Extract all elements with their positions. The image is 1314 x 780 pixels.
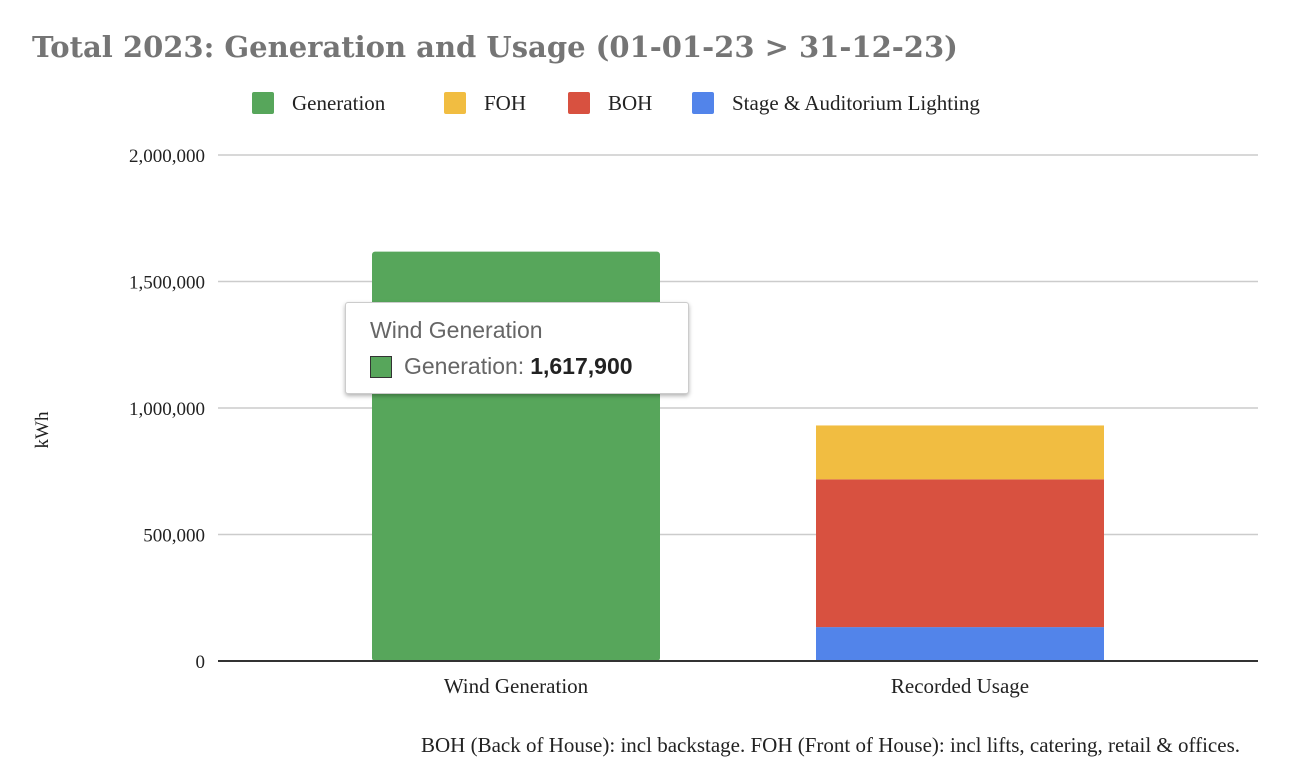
y-tick-label: 1,000,000 [129, 399, 205, 420]
bar-boh [816, 479, 1104, 628]
bar-foh [816, 425, 1104, 480]
legend-swatch [692, 92, 714, 114]
y-tick-label: 500,000 [143, 526, 205, 547]
legend-label: FOH [484, 91, 526, 115]
legend-label: Generation [292, 91, 386, 115]
y-tick-label: 0 [196, 652, 206, 673]
tooltip-series: Generation: [404, 353, 525, 379]
tooltip-title: Wind Generation [370, 317, 543, 343]
bar-stage-auditorium-lighting [816, 627, 1104, 661]
legend-swatch [444, 92, 466, 114]
y-tick-label: 2,000,000 [129, 146, 205, 167]
legend-swatch [568, 92, 590, 114]
legend-label: BOH [608, 91, 652, 115]
footnote: BOH (Back of House): incl backstage. FOH… [421, 733, 1240, 757]
y-axis-label: kWh [32, 411, 53, 448]
tooltip-row: Generation: 1,617,900 [370, 353, 633, 380]
tooltip-swatch [370, 355, 392, 378]
tooltip-value: 1,617,900 [530, 353, 633, 379]
y-tick-label: 1,500,000 [129, 273, 205, 294]
legend-swatch [252, 92, 274, 114]
x-tick-label: Wind Generation [444, 674, 589, 698]
legend-label: Stage & Auditorium Lighting [732, 91, 980, 115]
chart-title: Total 2023: Generation and Usage (01-01-… [32, 30, 958, 64]
tooltip: Wind Generation Generation: 1,617,900 [345, 302, 689, 394]
x-tick-label: Recorded Usage [891, 674, 1029, 698]
